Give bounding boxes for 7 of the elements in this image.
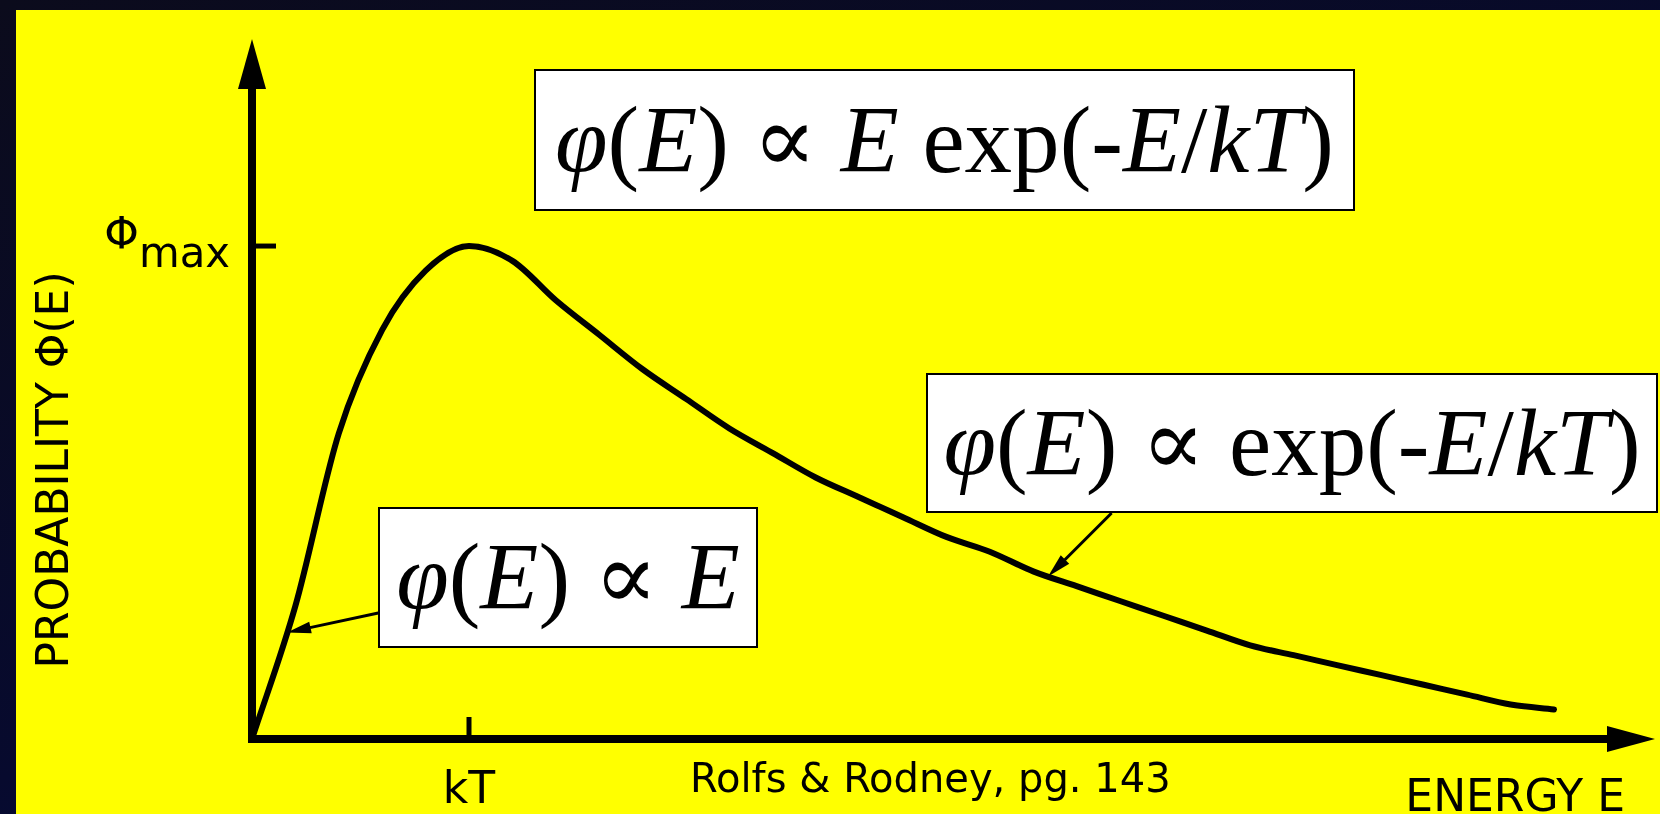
x-axis-title: ENERGY E [1405, 770, 1625, 814]
text: φ(E) ∝ E exp(-E/kT) [555, 86, 1334, 193]
text: Rolfs & Rodney, pg. 143 [690, 755, 1171, 801]
text: kT [442, 762, 496, 813]
y-axis-title: PROBABILITY Φ(E) [27, 271, 79, 669]
annotation: φ(E) ∝ E [396, 524, 740, 630]
text: φ(E) ∝ exp(-E/kT) [943, 389, 1641, 496]
